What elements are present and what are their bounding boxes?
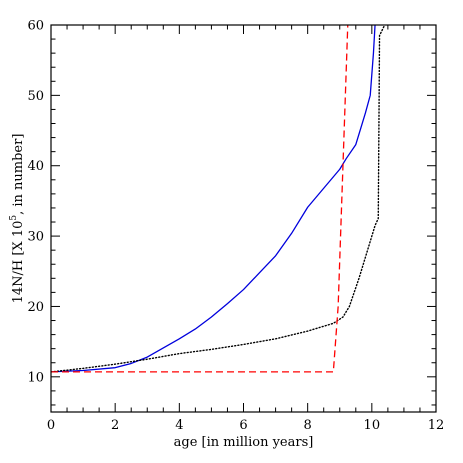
x-tick-label: 6 [239,418,247,433]
y-tick-label: 40 [27,159,44,174]
series-line-dashed [51,25,349,373]
y-axis-label: 14N/H [X 105, in number] [9,134,26,304]
y-tick-label: 20 [27,300,44,315]
y-axis-label-prefix: 14N/H [X 10 [11,221,26,304]
x-tick-label: 0 [47,418,55,433]
y-tick-label: 50 [27,89,44,104]
series-lines [51,25,386,373]
y-tick-labels: 10 20 30 40 50 60 [27,19,44,386]
axis-ticks [50,24,437,412]
series-line-solid [51,25,376,373]
y-axis-label-suffix: , in number] [11,134,26,215]
x-tick-label: 8 [304,418,312,433]
y-tick-label: 30 [27,230,44,245]
x-tick-label: 2 [111,418,119,433]
x-axis-label: age [in million years] [174,435,314,450]
series-line-dotted [51,25,386,373]
x-tick-labels: 0 2 4 6 8 10 12 [47,418,444,433]
y-axis-label-superscript: 5 [9,215,19,221]
y-tick-label: 60 [27,19,44,34]
x-tick-label: 12 [428,418,445,433]
y-tick-label: 10 [27,370,44,385]
x-tick-label: 10 [364,418,381,433]
x-tick-label: 4 [175,418,183,433]
